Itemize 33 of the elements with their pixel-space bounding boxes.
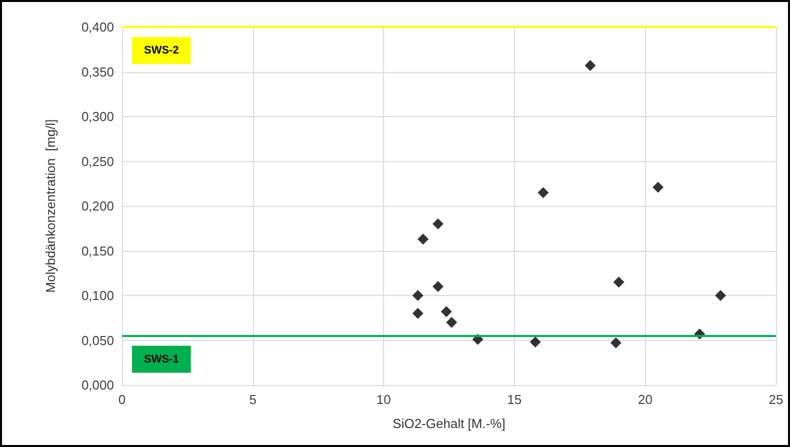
ref-line-label: SWS-1 xyxy=(144,353,179,366)
point xyxy=(432,281,444,292)
y-tick-label: 0,050 xyxy=(81,332,114,348)
x-tick-label: 20 xyxy=(638,392,652,407)
point xyxy=(446,316,458,328)
y-tick-label: 0,150 xyxy=(81,243,114,258)
point xyxy=(613,276,624,288)
x-tick-label: 15 xyxy=(507,392,522,407)
point xyxy=(584,60,596,71)
point xyxy=(610,337,622,348)
point xyxy=(412,290,424,301)
ref-line-label: SWS-2 xyxy=(144,44,179,56)
y-tick-label: 0,300 xyxy=(81,109,114,124)
x-axis-title: SiO2-Gehalt [M.-%] xyxy=(392,416,506,431)
x-tick-label: 0 xyxy=(118,392,126,407)
y-axis-title: Molybdänkonzentration [mg/l] xyxy=(43,119,58,293)
x-tick-label: 10 xyxy=(376,392,391,407)
y-tick-label: 0,350 xyxy=(81,64,114,80)
point xyxy=(530,336,541,348)
y-tick-label: 0,100 xyxy=(81,288,114,303)
y-tick-label: 0,000 xyxy=(81,378,114,392)
point xyxy=(538,187,549,198)
point xyxy=(432,218,444,230)
point xyxy=(652,182,664,193)
x-tick-label: 5 xyxy=(249,392,256,407)
y-tick-label: 0,250 xyxy=(81,154,114,169)
point xyxy=(440,306,452,318)
y-tick-label: 0,200 xyxy=(81,198,114,214)
point xyxy=(715,290,726,301)
point xyxy=(418,234,429,245)
x-tick-label: 25 xyxy=(768,392,784,407)
point xyxy=(412,308,424,319)
y-tick-label: 0,400 xyxy=(81,20,114,34)
